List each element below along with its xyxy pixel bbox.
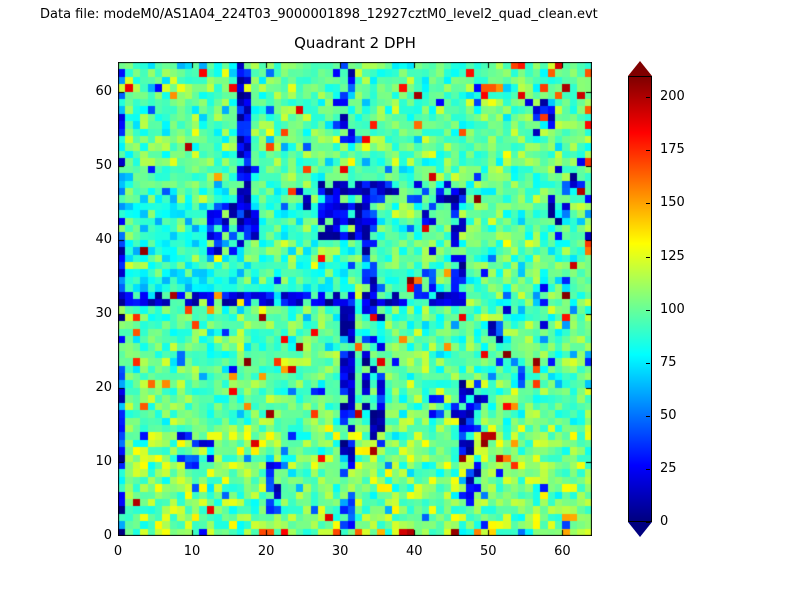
y-tick-label: 40 xyxy=(95,231,112,247)
colorbar-tick-label: 175 xyxy=(660,142,685,158)
x-tick-label: 60 xyxy=(554,544,571,559)
colorbar-tick-label: 25 xyxy=(660,460,677,476)
colorbar-tick-mark xyxy=(646,150,650,151)
colorbar-tick-label: 200 xyxy=(660,89,685,105)
x-tick-label: 0 xyxy=(113,544,123,559)
x-tick-label: 10 xyxy=(183,544,201,559)
y-tick-label: 60 xyxy=(95,83,112,99)
colorbar-tick-mark xyxy=(646,416,650,417)
colorbar-tick-mark xyxy=(646,97,650,98)
plot-title: Quadrant 2 DPH xyxy=(294,34,416,52)
colorbar-tick-mark xyxy=(646,310,650,311)
colorbar xyxy=(628,76,652,522)
colorbar-tick-mark xyxy=(646,203,650,204)
colorbar-tick-label: 50 xyxy=(660,407,677,423)
colorbar-tick-mark xyxy=(646,469,650,470)
colorbar-tick-mark xyxy=(646,522,650,523)
heatmap-plot xyxy=(118,62,592,536)
data-file-label: Data file: modeM0/AS1A04_224T03_90000018… xyxy=(40,7,598,22)
colorbar-extend-max-arrow xyxy=(628,61,652,76)
colorbar-tick-label: 150 xyxy=(660,195,685,211)
y-tick-label: 30 xyxy=(95,305,112,321)
colorbar-tick-mark xyxy=(646,363,650,364)
colorbar-tick-label: 0 xyxy=(660,514,669,529)
x-tick-label: 50 xyxy=(480,544,497,559)
colorbar-tick-label: 100 xyxy=(660,301,685,317)
colorbar-tick-label: 125 xyxy=(660,248,685,264)
x-tick-label: 30 xyxy=(331,544,349,559)
x-tick-label: 40 xyxy=(405,544,423,559)
colorbar-tick-label: 75 xyxy=(660,354,677,370)
y-tick-label: 0 xyxy=(103,528,112,543)
colorbar-tick-mark xyxy=(646,257,650,258)
y-tick-label: 20 xyxy=(95,379,112,395)
y-tick-label: 10 xyxy=(95,453,112,469)
x-tick-label: 20 xyxy=(257,544,275,559)
y-tick-label: 50 xyxy=(95,157,112,173)
colorbar-extend-min-arrow xyxy=(628,522,652,537)
